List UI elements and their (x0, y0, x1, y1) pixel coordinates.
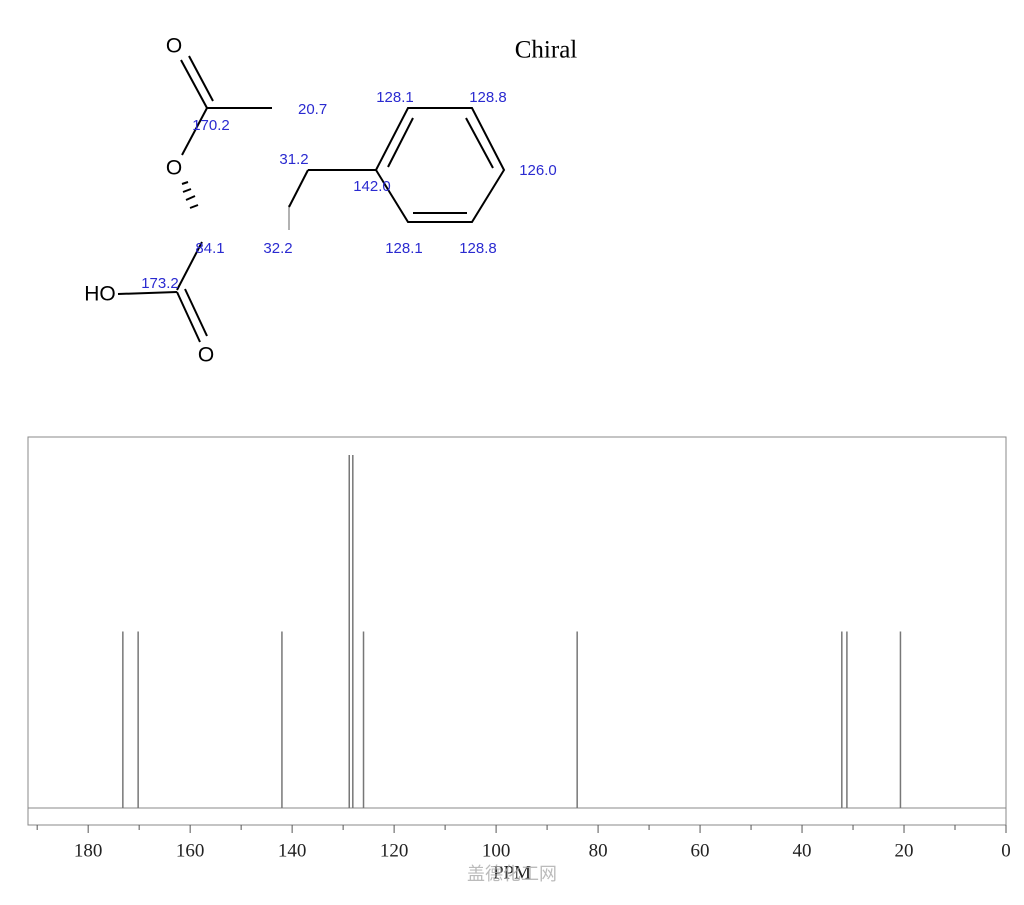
shift-label: 128.1 (385, 240, 423, 257)
atom-label: O (166, 157, 182, 180)
bond (180, 59, 208, 109)
benzene-ring (374, 107, 506, 223)
x-tick-label: 120 (380, 840, 409, 861)
x-tick-label: 60 (691, 840, 710, 861)
atom-label: HO (84, 283, 116, 306)
x-tick-label: 80 (589, 840, 608, 861)
x-tick-label: 40 (793, 840, 812, 861)
shift-label: 173.2 (141, 275, 179, 292)
plot-frame (27, 436, 1007, 826)
bond (465, 117, 494, 169)
bond (176, 291, 201, 343)
shift-label: 32.2 (263, 240, 292, 257)
shift-label: 31.2 (279, 151, 308, 168)
shift-label: 128.8 (469, 89, 507, 106)
bond (288, 169, 309, 208)
bond (188, 55, 214, 102)
shift-label: 170.2 (192, 117, 230, 134)
shift-label: 142.0 (353, 178, 391, 195)
bond (117, 291, 178, 295)
chiral-label: Chiral (515, 37, 578, 64)
atom-label: O (166, 35, 182, 58)
bond (176, 241, 203, 291)
x-tick-label: 180 (74, 840, 103, 861)
atom-label: O (198, 344, 214, 367)
hashed-bond (181, 181, 199, 209)
structure: Chiral O O HO O 20.7 170.2 31.2 142.0 12… (84, 35, 577, 367)
x-tick-label: 160 (176, 840, 205, 861)
x-tick-label: 100 (482, 840, 511, 861)
shift-label: 126.0 (519, 162, 557, 179)
bond (181, 107, 208, 156)
shift-label: 128.8 (459, 240, 497, 257)
shift-label: 128.1 (376, 89, 414, 106)
x-axis-label: PPM (493, 862, 531, 883)
shift-label: 20.7 (298, 101, 327, 118)
watermark: 盖德化工网 (467, 864, 557, 885)
x-tick-label: 20 (895, 840, 914, 861)
bond (184, 288, 208, 337)
shift-label: 84.1 (195, 240, 224, 257)
x-tick-label: 0 (1001, 840, 1011, 861)
x-tick-label: 140 (278, 840, 307, 861)
bond (387, 117, 414, 168)
